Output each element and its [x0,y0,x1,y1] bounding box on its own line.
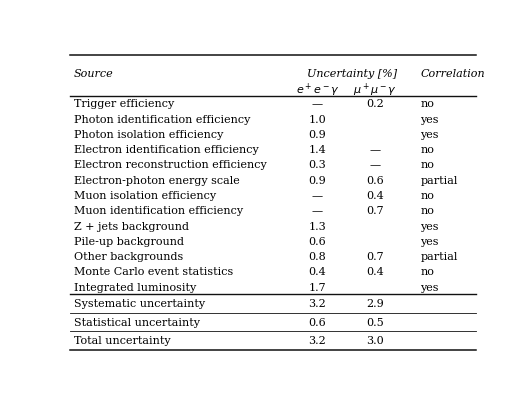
Text: 0.4: 0.4 [366,267,384,277]
Text: yes: yes [421,114,439,124]
Text: Trigger efficiency: Trigger efficiency [74,99,174,109]
Text: yes: yes [421,221,439,231]
Text: 0.6: 0.6 [309,317,326,327]
Text: —: — [370,145,381,155]
Text: Electron reconstruction efficiency: Electron reconstruction efficiency [74,160,267,170]
Text: Electron identification efficiency: Electron identification efficiency [74,145,259,155]
Text: yes: yes [421,130,439,140]
Text: 1.3: 1.3 [309,221,326,231]
Text: no: no [421,190,434,200]
Text: Correlation: Correlation [421,69,485,79]
Text: yes: yes [421,236,439,246]
Text: no: no [421,160,434,170]
Text: partial: partial [421,251,458,261]
Text: 3.0: 3.0 [366,336,384,346]
Text: $\mu^+\mu^-\gamma$: $\mu^+\mu^-\gamma$ [353,81,397,98]
Text: 0.7: 0.7 [366,251,384,261]
Text: Source: Source [74,69,114,79]
Text: 3.2: 3.2 [309,299,326,309]
Text: 0.2: 0.2 [366,99,384,109]
Text: 0.7: 0.7 [366,206,384,216]
Text: 0.6: 0.6 [366,175,384,185]
Text: 0.9: 0.9 [309,175,326,185]
Text: yes: yes [421,282,439,292]
Text: no: no [421,267,434,277]
Text: 0.6: 0.6 [309,236,326,246]
Text: 1.4: 1.4 [309,145,326,155]
Text: 2.9: 2.9 [366,299,384,309]
Text: 0.9: 0.9 [309,130,326,140]
Text: no: no [421,206,434,216]
Text: Photon identification efficiency: Photon identification efficiency [74,114,250,124]
Text: Total uncertainty: Total uncertainty [74,336,170,346]
Text: —: — [370,160,381,170]
Text: $e^+e^-\gamma$: $e^+e^-\gamma$ [296,81,339,98]
Text: —: — [312,190,323,200]
Text: Other backgrounds: Other backgrounds [74,251,183,261]
Text: no: no [421,145,434,155]
Text: Z + jets background: Z + jets background [74,221,189,231]
Text: Uncertainty [%]: Uncertainty [%] [307,69,397,79]
Text: 0.3: 0.3 [309,160,326,170]
Text: 3.2: 3.2 [309,336,326,346]
Text: partial: partial [421,175,458,185]
Text: Muon isolation efficiency: Muon isolation efficiency [74,190,216,200]
Text: Pile-up background: Pile-up background [74,236,184,246]
Text: Integrated luminosity: Integrated luminosity [74,282,196,292]
Text: 0.4: 0.4 [309,267,326,277]
Text: 0.8: 0.8 [309,251,326,261]
Text: Electron-photon energy scale: Electron-photon energy scale [74,175,239,185]
Text: Monte Carlo event statistics: Monte Carlo event statistics [74,267,233,277]
Text: —: — [312,99,323,109]
Text: 1.0: 1.0 [309,114,326,124]
Text: no: no [421,99,434,109]
Text: Systematic uncertainty: Systematic uncertainty [74,299,205,309]
Text: Statistical uncertainty: Statistical uncertainty [74,317,200,327]
Text: 0.4: 0.4 [366,190,384,200]
Text: Muon identification efficiency: Muon identification efficiency [74,206,243,216]
Text: 1.7: 1.7 [309,282,326,292]
Text: 0.5: 0.5 [366,317,384,327]
Text: —: — [312,206,323,216]
Text: Photon isolation efficiency: Photon isolation efficiency [74,130,223,140]
